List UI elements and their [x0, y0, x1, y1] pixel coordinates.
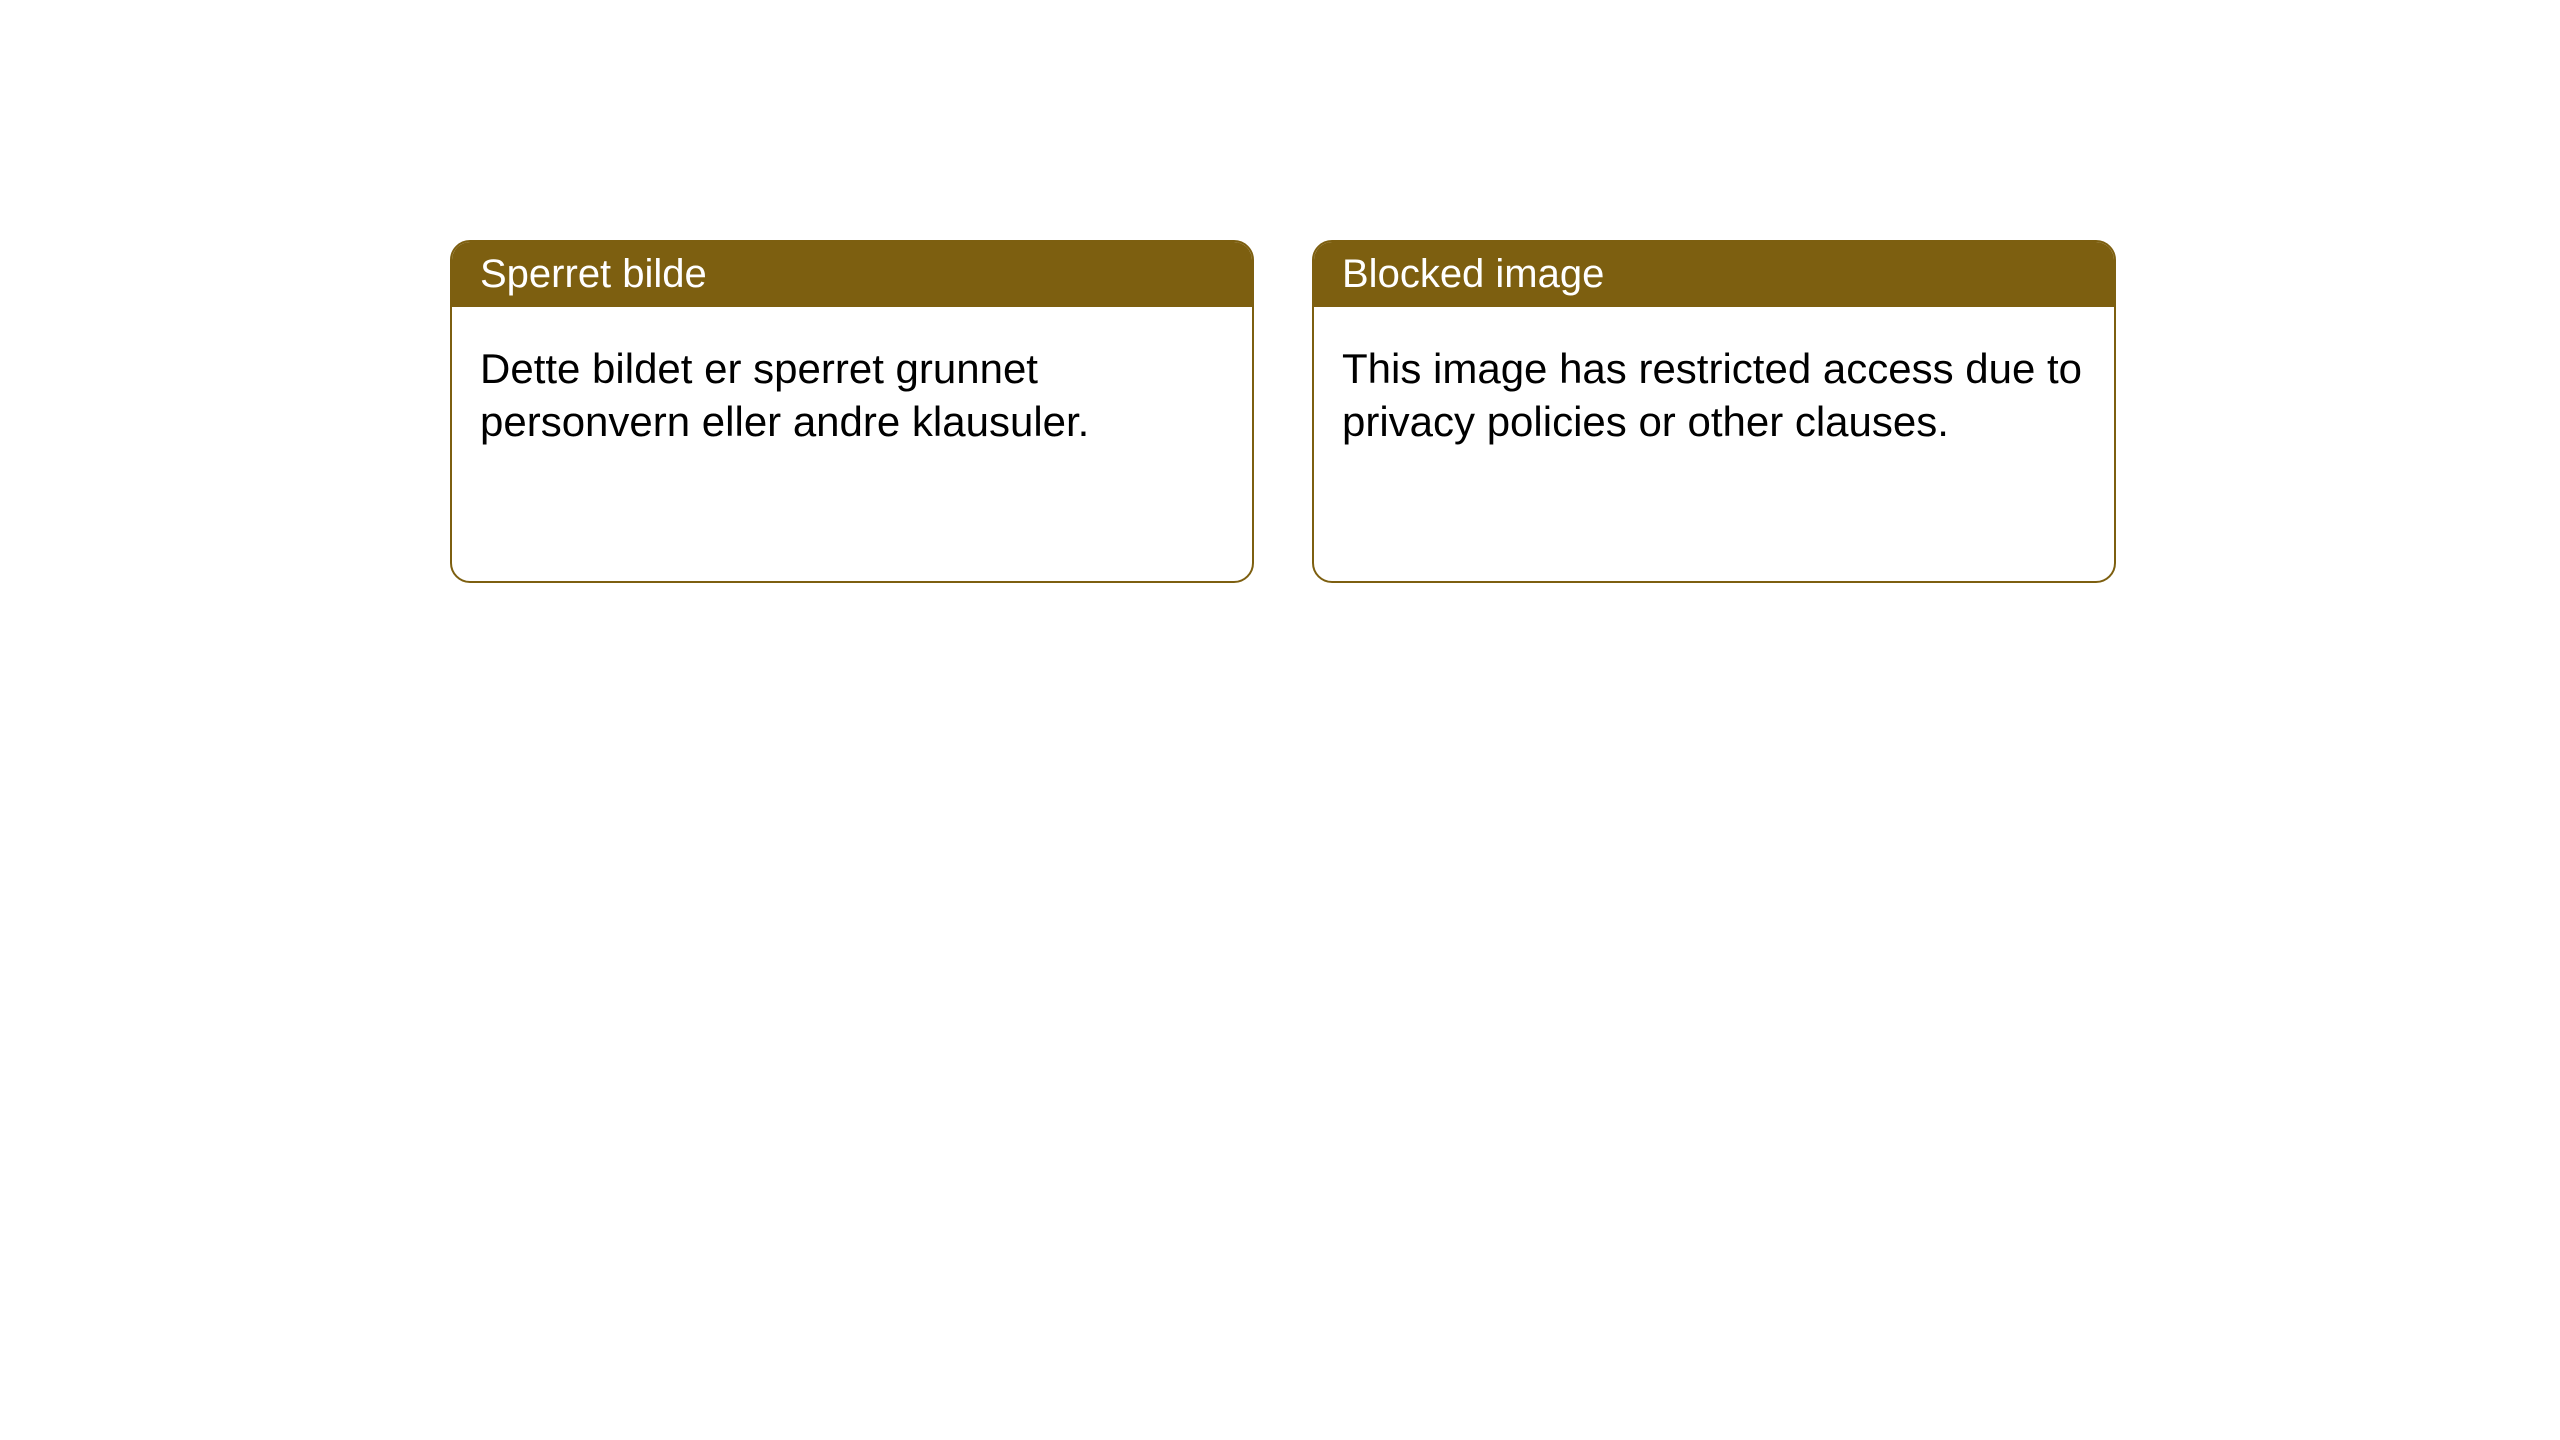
card-title-norwegian: Sperret bilde [480, 252, 707, 296]
card-header-norwegian: Sperret bilde [452, 242, 1252, 307]
card-text-english: This image has restricted access due to … [1342, 345, 2082, 445]
card-text-norwegian: Dette bildet er sperret grunnet personve… [480, 345, 1089, 445]
card-body-norwegian: Dette bildet er sperret grunnet personve… [452, 307, 1252, 581]
card-body-english: This image has restricted access due to … [1314, 307, 2114, 581]
card-title-english: Blocked image [1342, 252, 1604, 296]
blocked-image-card-english: Blocked image This image has restricted … [1312, 240, 2116, 583]
notice-container: Sperret bilde Dette bildet er sperret gr… [0, 0, 2560, 583]
card-header-english: Blocked image [1314, 242, 2114, 307]
blocked-image-card-norwegian: Sperret bilde Dette bildet er sperret gr… [450, 240, 1254, 583]
